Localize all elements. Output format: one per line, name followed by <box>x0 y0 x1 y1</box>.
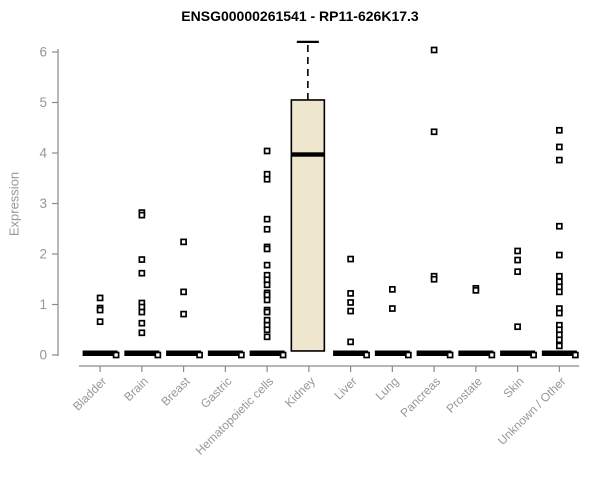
y-tick-label: 0 <box>39 348 47 363</box>
data-point <box>555 309 563 317</box>
data-point <box>555 272 563 280</box>
data-point <box>138 256 146 263</box>
data-point <box>472 287 480 294</box>
data-point <box>555 156 563 164</box>
data-point <box>430 128 438 136</box>
x-category-label: Lung <box>373 374 402 403</box>
data-point <box>389 305 396 312</box>
data-point <box>347 338 354 346</box>
x-category-label: Gastric <box>198 374 235 411</box>
data-point <box>263 215 271 223</box>
data-point <box>430 275 438 283</box>
data-point <box>263 245 271 253</box>
y-tick-label: 4 <box>39 146 47 161</box>
zero-cluster-bar <box>207 350 243 356</box>
data-point <box>138 269 146 277</box>
x-category-label: Kidney <box>282 374 318 410</box>
data-point <box>263 326 271 334</box>
data-point <box>180 310 187 318</box>
data-point <box>555 288 563 296</box>
x-category-label: Breast <box>158 374 193 409</box>
data-point <box>263 147 271 155</box>
zero-cluster-bar <box>124 350 160 356</box>
x-category-label: Prostate <box>443 374 485 416</box>
data-point <box>196 351 203 359</box>
zero-cluster-bar <box>458 350 494 356</box>
data-point <box>446 351 454 359</box>
data-point <box>555 126 563 134</box>
data-point <box>263 225 271 233</box>
data-point <box>263 308 271 316</box>
x-category-label: Hematopoietic cells <box>193 374 276 457</box>
zero-cluster-bar <box>416 350 452 356</box>
data-point <box>347 307 354 315</box>
zero-cluster-bar <box>374 350 410 356</box>
y-tick-label: 3 <box>39 196 47 211</box>
zero-cluster-bar <box>500 350 536 356</box>
data-point <box>347 299 354 306</box>
data-point <box>514 323 521 331</box>
data-point <box>263 261 271 269</box>
data-point <box>279 351 287 359</box>
data-point <box>138 329 146 337</box>
zero-cluster-bar <box>166 350 202 356</box>
data-point <box>389 286 396 293</box>
x-category-label: Brain <box>121 374 151 404</box>
data-point <box>238 351 245 359</box>
y-tick-label: 5 <box>39 95 47 110</box>
zero-cluster-bar <box>82 350 118 356</box>
box-median-line <box>291 152 325 157</box>
data-point <box>138 211 146 219</box>
data-point <box>96 306 104 314</box>
data-point <box>138 308 146 316</box>
data-point <box>488 351 496 359</box>
data-point <box>180 288 187 296</box>
data-point <box>112 351 120 359</box>
data-point <box>555 342 563 350</box>
box-body <box>290 99 326 352</box>
data-point <box>555 336 563 344</box>
zero-cluster-bar <box>541 350 577 356</box>
data-point <box>555 143 563 151</box>
data-point <box>96 318 104 326</box>
data-point <box>263 281 271 289</box>
y-tick-label: 6 <box>39 45 47 60</box>
chart-title: ENSG00000261541 - RP11-626K17.3 <box>181 8 419 24</box>
data-point <box>263 296 271 304</box>
data-point <box>571 351 579 359</box>
data-point <box>514 247 521 255</box>
x-category-label: Skin <box>500 374 526 400</box>
data-point <box>263 175 271 183</box>
data-point <box>180 238 187 246</box>
x-category-label: Liver <box>331 374 359 402</box>
x-category-label: Pancreas <box>397 374 443 420</box>
data-point <box>154 351 162 359</box>
data-point <box>138 319 146 327</box>
data-point <box>430 46 438 54</box>
data-point <box>514 268 521 276</box>
x-category-label: Bladder <box>70 374 109 413</box>
data-point <box>555 251 563 259</box>
data-point <box>530 351 537 359</box>
data-point <box>347 290 354 297</box>
data-point <box>405 351 412 359</box>
data-point <box>363 351 370 359</box>
y-tick-label: 1 <box>39 297 47 312</box>
data-point <box>555 222 563 230</box>
y-tick-label: 2 <box>39 247 47 262</box>
data-point <box>263 333 271 341</box>
data-point <box>514 256 521 264</box>
zero-cluster-bar <box>249 350 285 356</box>
data-point <box>96 294 104 302</box>
zero-cluster-bar <box>333 350 369 356</box>
data-point <box>347 255 354 263</box>
